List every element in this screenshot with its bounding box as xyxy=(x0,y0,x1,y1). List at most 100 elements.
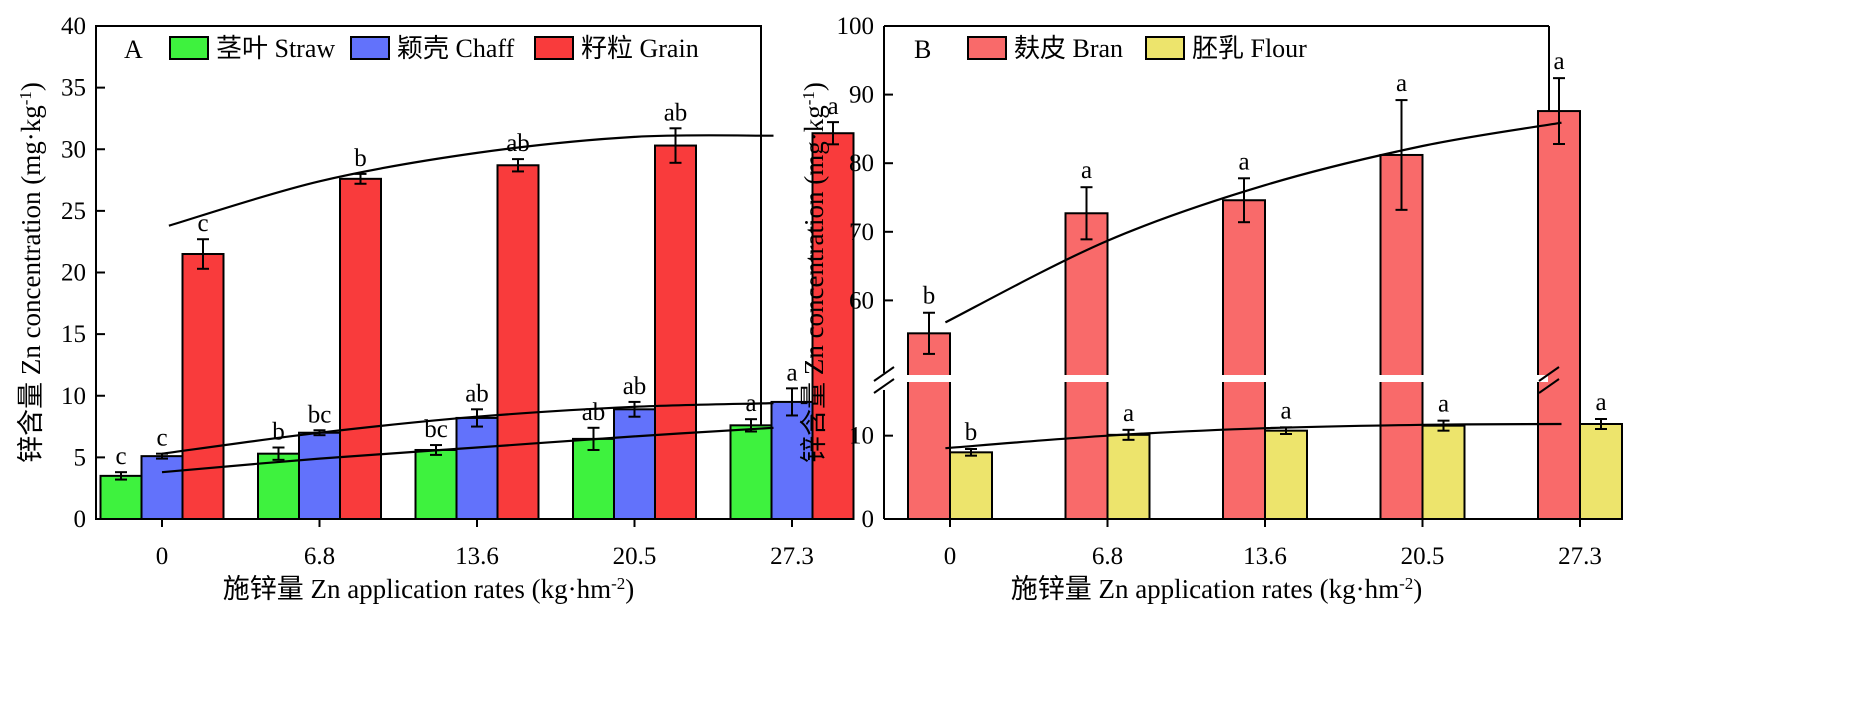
bar xyxy=(1537,110,1581,521)
x-tick-label: 6.8 xyxy=(1092,543,1123,570)
x-tick-label: 27.3 xyxy=(770,543,814,570)
x-axis-title: 施锌量 Zn application rates (kg·hm-2) xyxy=(1011,574,1423,605)
significance-letter: b xyxy=(923,283,936,310)
y-tick-label: 20 xyxy=(61,260,86,287)
x-tick-label: 0 xyxy=(944,543,957,570)
bar xyxy=(496,164,540,521)
significance-letter: ab xyxy=(623,373,647,400)
fit-curve xyxy=(161,402,774,455)
significance-letter: a xyxy=(1438,391,1449,418)
fit-curve xyxy=(161,426,774,474)
bar xyxy=(339,177,382,521)
bar xyxy=(1379,153,1424,521)
x-tick-label: 27.3 xyxy=(1558,543,1602,570)
bar xyxy=(181,253,225,520)
bar xyxy=(729,424,773,520)
significance-letter: bc xyxy=(424,416,448,443)
significance-letter: a xyxy=(827,93,838,120)
x-tick-label: 20.5 xyxy=(613,543,657,570)
legend-swatch xyxy=(1145,36,1185,60)
legend-swatch xyxy=(169,36,209,60)
significance-letter: a xyxy=(1396,70,1407,97)
significance-letter: ab xyxy=(506,130,530,157)
significance-letter: a xyxy=(1123,400,1134,427)
bar xyxy=(414,448,458,521)
y-axis-title: 锌含量 Zn concentration (mg·kg-1) xyxy=(16,82,47,463)
panel-label: A xyxy=(124,35,143,64)
significance-letter: a xyxy=(1553,48,1564,75)
bar xyxy=(811,132,855,520)
axis-break-mark xyxy=(873,366,895,382)
fit-curve xyxy=(944,121,1562,324)
significance-letter: c xyxy=(115,443,126,470)
fit-curve xyxy=(945,422,1562,450)
bar xyxy=(140,455,184,520)
axis-break-band xyxy=(885,375,1548,382)
axis-break-mark xyxy=(1538,366,1560,382)
significance-letter: b xyxy=(965,419,978,446)
x-tick-label: 0 xyxy=(156,543,169,570)
y-tick-label: 25 xyxy=(61,198,86,225)
bar xyxy=(99,474,143,520)
significance-letter: c xyxy=(197,210,208,237)
significance-letter: ab xyxy=(465,380,489,407)
y-tick-label: 90 xyxy=(849,82,874,109)
bar xyxy=(949,451,993,521)
significance-letter: c xyxy=(156,425,167,452)
significance-letter: a xyxy=(786,359,797,386)
bar xyxy=(1222,199,1266,521)
panel-b: 60 70 80 90 100 0 10 b a a a a b a a a a 0 6.8 13.6 20.5 27.3… xyxy=(799,13,1623,604)
significance-letter: a xyxy=(1238,148,1249,175)
significance-letter: ab xyxy=(664,99,688,126)
y-axis-title: 锌含量 Zn concentration (mg·kg-1) xyxy=(799,82,830,463)
significance-letter: bc xyxy=(308,401,332,428)
bar xyxy=(613,408,656,520)
legend-label: 颖壳 Chaff xyxy=(397,34,515,63)
legend-label: 麸皮 Bran xyxy=(1014,34,1123,63)
significance-letter: b xyxy=(272,419,285,446)
y-tick-label: 5 xyxy=(74,444,87,471)
significance-letter: a xyxy=(1595,389,1606,416)
bar xyxy=(257,452,300,520)
y-tick-label: 40 xyxy=(61,13,86,40)
y-tick-label: 30 xyxy=(61,136,86,163)
legend-label: 茎叶 Straw xyxy=(216,34,335,63)
axis-break-mark xyxy=(1538,378,1560,394)
significance-letter: a xyxy=(1280,397,1291,424)
y-tick-label: 100 xyxy=(837,13,875,40)
fit-curve xyxy=(168,134,774,227)
y-tick-label: 35 xyxy=(61,75,86,102)
bar xyxy=(298,431,341,521)
y-tick-label: 0 xyxy=(862,506,875,533)
significance-letter: ab xyxy=(582,399,606,426)
legend-swatch xyxy=(967,36,1007,60)
y-tick-label: 10 xyxy=(849,423,874,450)
y-tick-label: 70 xyxy=(849,219,874,246)
bar xyxy=(1264,429,1308,520)
x-axis-title: 施锌量 Zn application rates (kg·hm-2) xyxy=(223,574,635,605)
bar xyxy=(654,144,697,521)
bar xyxy=(1579,423,1623,520)
x-tick-label: 13.6 xyxy=(455,543,499,570)
y-tick-label: 60 xyxy=(849,287,874,314)
y-tick-label: 10 xyxy=(61,383,86,410)
bar xyxy=(1106,433,1151,521)
x-tick-label: 6.8 xyxy=(304,543,335,570)
legend-swatch xyxy=(534,36,574,60)
x-tick-label: 20.5 xyxy=(1401,543,1445,570)
y-tick-label: 0 xyxy=(74,506,87,533)
bar xyxy=(1064,212,1109,520)
panel-label: B xyxy=(914,35,931,64)
legend-label: 胚乳 Flour xyxy=(1192,34,1307,63)
bar xyxy=(1421,424,1466,520)
x-tick-label: 13.6 xyxy=(1243,543,1287,570)
significance-letter: b xyxy=(354,145,367,172)
axis-break-mark xyxy=(873,378,895,394)
y-tick-label: 80 xyxy=(849,150,874,177)
bar xyxy=(907,332,951,520)
legend-swatch xyxy=(350,36,390,60)
legend-label: 籽粒 Grain xyxy=(581,34,699,63)
bar xyxy=(455,416,499,520)
